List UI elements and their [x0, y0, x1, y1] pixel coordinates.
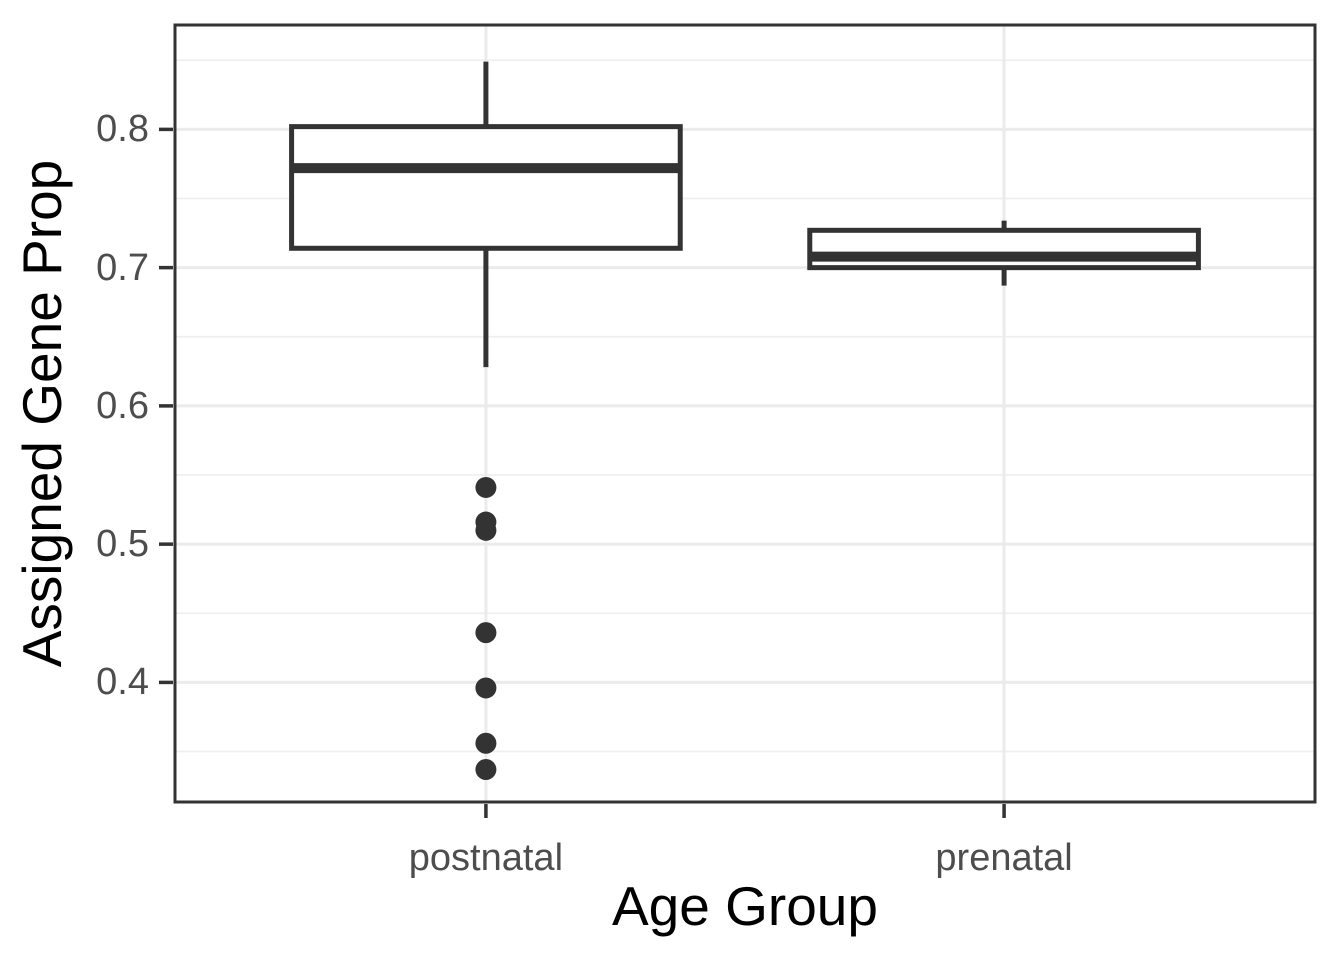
- panel-border: [173, 23, 1317, 804]
- outlier-point-postnatal: [475, 476, 497, 498]
- x-axis-title: Age Group: [611, 875, 878, 937]
- outlier-point-postnatal: [475, 732, 497, 754]
- y-tick-label-0.5: 0.5: [96, 523, 149, 566]
- box-prenatal: [807, 227, 1201, 271]
- box-postnatal: [289, 124, 683, 251]
- outlier-point-postnatal: [475, 677, 497, 699]
- outlier-point-postnatal: [475, 759, 497, 781]
- outlier-point-postnatal: [475, 622, 497, 644]
- y-tick-label-0.8: 0.8: [96, 108, 149, 151]
- outlier-point-postnatal: [475, 519, 497, 541]
- x-tick-label-prenatal: prenatal: [935, 837, 1073, 879]
- x-tick-label-postnatal: postnatal: [408, 837, 564, 879]
- y-tick-label-0.7: 0.7: [96, 246, 149, 289]
- y-tick-label-0.4: 0.4: [96, 661, 149, 704]
- y-tick-label-0.6: 0.6: [96, 384, 149, 427]
